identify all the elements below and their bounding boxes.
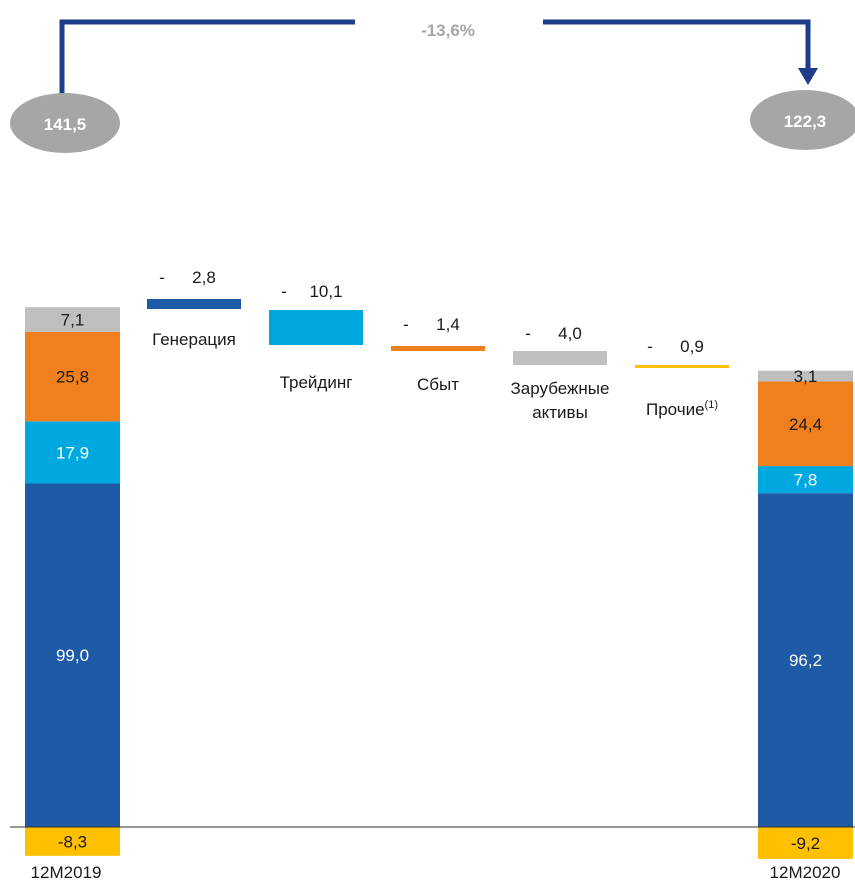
- end-segment-label-sales: 24,4: [789, 415, 822, 434]
- footnote-marker: (1): [705, 399, 718, 411]
- step-sign-sales: -: [403, 315, 409, 334]
- step-bar-trade: [269, 310, 363, 345]
- step-value-label-gen: 2,8: [192, 268, 216, 287]
- end-bar-segment-gen: [758, 493, 853, 827]
- change-percent-label: -13,6%: [421, 21, 475, 40]
- start-bar-segment-sales: [25, 331, 120, 422]
- start-bar-segment-negative: [25, 827, 120, 856]
- start-segment-label-trade: 17,9: [56, 443, 89, 462]
- end-total-label: 122,3: [784, 112, 827, 131]
- step-sign-trade: -: [281, 282, 287, 301]
- step-category-label-foreign: Зарубежные: [511, 379, 610, 398]
- step-sign-other: -: [647, 337, 653, 356]
- start-negative-label: -8,3: [58, 832, 87, 851]
- end-bar-segment-trade: [758, 466, 853, 494]
- end-negative-label: -9,2: [791, 834, 820, 853]
- x-category-12m2020: 12M2020: [770, 863, 841, 882]
- start-bar-segment-foreign: [25, 307, 120, 332]
- start-total-label: 141,5: [44, 115, 87, 134]
- step-bar-foreign: [513, 351, 607, 365]
- step-sign-gen: -: [159, 268, 165, 287]
- start-segment-label-foreign: 7,1: [61, 311, 85, 330]
- change-arrow-line: [59, 19, 355, 105]
- step-bar-gen: [147, 299, 241, 309]
- step-category-label-sales: Сбыт: [417, 375, 459, 394]
- step-value-label-trade: 10,1: [309, 282, 342, 301]
- start-segment-label-gen: 99,0: [56, 646, 89, 665]
- end-segment-label-trade: 7,8: [794, 471, 818, 490]
- step-value-label-foreign: 4,0: [558, 324, 582, 343]
- step-bar-other: [635, 365, 729, 368]
- start-bar-segment-trade: [25, 421, 120, 484]
- start-segment-label-sales: 25,8: [56, 368, 89, 387]
- x-category-12m2019: 12M2019: [31, 863, 102, 882]
- step-sign-foreign: -: [525, 324, 531, 343]
- step-category-label-trade: Трейдинг: [280, 373, 353, 392]
- step-value-label-sales: 1,4: [436, 315, 460, 334]
- arrow-head-icon: [798, 68, 818, 85]
- step-category-label-other: Прочие(1): [646, 399, 718, 419]
- chart-marks: 99,0 17,9 25,8 7,1 -8,3 96,2 7,8 24,4 3,1 -9,2 - 2,…: [25, 268, 853, 859]
- step-category-label-gen: Генерация: [152, 330, 236, 349]
- end-segment-label-foreign: 3,1: [794, 367, 818, 386]
- start-bar-segment-gen: [25, 483, 120, 827]
- end-total-oval: [750, 90, 855, 150]
- start-total-oval: [10, 93, 120, 153]
- step-category-label-foreign: активы: [532, 403, 588, 422]
- end-bar-segment-negative: [758, 827, 853, 859]
- end-bar-segment-sales: [758, 381, 853, 467]
- change-arrow-line: [543, 19, 811, 72]
- step-value-label-other: 0,9: [680, 337, 704, 356]
- step-bar-sales: [391, 346, 485, 351]
- end-segment-label-gen: 96,2: [789, 651, 822, 670]
- end-bar-segment-foreign: [758, 370, 853, 382]
